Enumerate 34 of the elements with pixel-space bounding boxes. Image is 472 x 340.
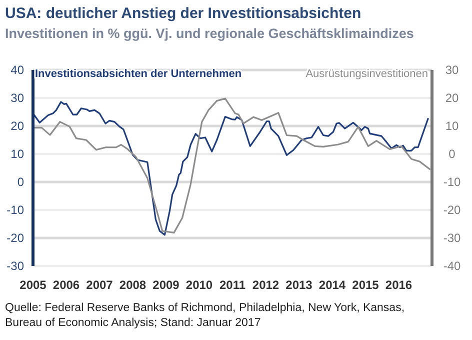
y-tick-label: 10	[10, 147, 24, 162]
x-tick-label: 2011	[219, 278, 246, 292]
y2-tick-label: -20	[443, 203, 461, 218]
y2-tick-label: -30	[443, 231, 461, 246]
y-tick-label: 20	[10, 119, 24, 134]
x-tick-label: 2013	[286, 278, 313, 292]
text: Ausrüstungsinvestitionen	[306, 68, 428, 80]
source-note: Quelle: Federal Reserve Banks of Richmond, Philadelphia, New York, Kansas,	[5, 302, 405, 314]
x-tick-label: 2015	[352, 278, 380, 292]
text: Investitionsabsichten der Unternehmen	[35, 68, 242, 80]
x-tick-label: 2016	[385, 278, 412, 292]
text: Bureau of Economic Analysis; Stand: Januar 2017	[5, 317, 261, 329]
x-tick-label: 2014	[318, 278, 346, 292]
x-tick-label: 2009	[152, 278, 180, 292]
chart-title: USA: deutlicher Anstieg der Investitionsabsichten	[5, 5, 362, 22]
x-tick-label: 2005	[20, 278, 47, 292]
x-tick-label: 2006	[52, 278, 80, 292]
chart-subtitle: Investitionen in % ggü. Vj. und regionale Geschäftsklimaindizes	[5, 26, 414, 41]
y2-tick-label: 30	[445, 63, 459, 78]
y2-tick-label: 20	[445, 91, 459, 106]
x-tick-label: 2007	[86, 278, 114, 292]
y2-tick-label: -10	[443, 175, 461, 190]
y-tick-label: -30	[6, 259, 24, 274]
y2-tick-label: 0	[448, 147, 456, 162]
y-tick-label: 0	[17, 175, 24, 190]
x-tick-label: 2010	[186, 278, 213, 292]
y2-tick-label: 10	[445, 119, 459, 134]
x-tick-label: 2012	[252, 278, 280, 292]
y-tick-label: -20	[6, 231, 24, 246]
y-tick-label: 40	[10, 63, 24, 78]
y2-tick-label: -40	[443, 259, 461, 274]
y-tick-label: -10	[6, 203, 24, 218]
y-tick-label: 30	[10, 91, 24, 106]
x-tick-label: 2008	[119, 278, 146, 292]
